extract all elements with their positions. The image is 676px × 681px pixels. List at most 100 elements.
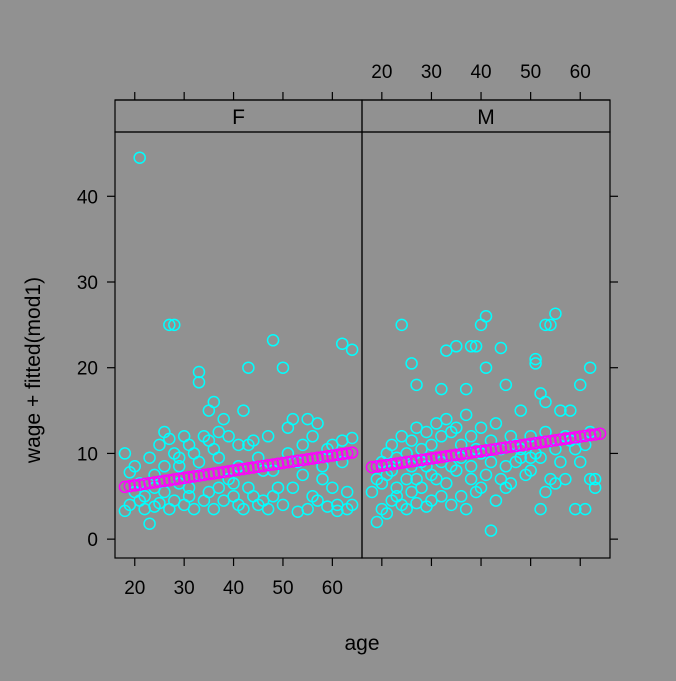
fitted-point [266, 458, 280, 471]
wage-point [311, 494, 324, 507]
wage-point [143, 451, 156, 464]
wage-point [202, 434, 216, 447]
fitted-point [163, 473, 176, 487]
wage-point [261, 430, 275, 443]
wage-point [182, 490, 196, 503]
wage-point [266, 334, 280, 347]
wage-point [128, 460, 142, 473]
wage-point [435, 382, 448, 396]
wage-point [390, 481, 403, 494]
wage-point [192, 455, 206, 469]
x-tick-label: 20 [124, 578, 145, 599]
fitted-point [529, 436, 542, 450]
fitted-point [400, 455, 413, 469]
wage-point [435, 490, 448, 503]
x-axis-label: age [344, 632, 379, 655]
wage-point [286, 481, 300, 494]
fitted-point [202, 467, 216, 481]
wage-point [281, 421, 295, 434]
wage-point [573, 378, 587, 392]
wage-point [479, 361, 493, 374]
wage-point [573, 455, 587, 469]
fitted-point [405, 455, 418, 468]
fitted-point [326, 449, 339, 462]
wage-point [499, 378, 513, 392]
wage-point [474, 421, 488, 434]
fitted-point [514, 439, 527, 452]
fitted-point [554, 433, 567, 446]
fitted-point [187, 470, 201, 483]
wage-point [474, 481, 488, 494]
wage-point [158, 460, 171, 473]
fitted-point [276, 456, 290, 470]
x-tick-label: 40 [223, 578, 244, 599]
strip-label: F [232, 106, 245, 129]
fitted-point [559, 432, 572, 446]
wage-point [464, 460, 478, 473]
fitted-point [573, 430, 587, 443]
fitted-point [499, 441, 513, 454]
fitted-point [252, 460, 265, 473]
fitted-point [445, 449, 458, 462]
wage-point [489, 494, 503, 507]
wage-point [588, 481, 602, 494]
wage-point [489, 417, 503, 430]
fitted-point [395, 456, 408, 470]
fitted-point [148, 476, 161, 489]
wage-point [400, 472, 413, 486]
wage-point [400, 502, 413, 516]
fitted-point [182, 470, 196, 484]
fitted-point [123, 479, 137, 493]
wage-point [172, 460, 186, 473]
wage-point [554, 404, 567, 417]
wage-point [261, 502, 275, 516]
wage-point [326, 481, 339, 494]
wage-point [583, 361, 597, 374]
wage-point [311, 417, 324, 430]
wage-point [539, 485, 552, 499]
wage-point [345, 343, 359, 356]
wage-point [405, 357, 418, 370]
fitted-point [370, 460, 384, 473]
wage-point [331, 504, 344, 518]
wage-point [123, 498, 137, 512]
wage-point [534, 502, 547, 516]
fitted-point [425, 452, 438, 465]
wage-point [335, 337, 349, 350]
fitted-point [133, 478, 146, 491]
fitted-point [281, 456, 295, 469]
wage-point [118, 447, 132, 460]
fitted-point [212, 466, 225, 479]
fitted-point [509, 439, 523, 453]
wage-point [410, 472, 423, 486]
fitted-point [261, 458, 275, 472]
wage-point [143, 517, 156, 530]
fitted-point [459, 447, 473, 460]
fitted-point [415, 453, 428, 467]
wage-point [554, 455, 567, 469]
fitted-point [479, 444, 493, 457]
fitted-point [435, 450, 448, 464]
fitted-point [588, 428, 602, 441]
wage-point [207, 502, 221, 516]
wage-point [217, 412, 230, 426]
fitted-point [291, 454, 305, 468]
wage-point [237, 502, 250, 516]
wage-point [484, 524, 498, 537]
fitted-point [430, 451, 443, 464]
fitted-point [227, 464, 240, 477]
wage-point [153, 438, 166, 452]
fitted-point [410, 454, 423, 467]
fitted-point [271, 457, 285, 471]
wage-point [380, 507, 394, 520]
fitted-point [494, 441, 508, 455]
wage-point [296, 438, 309, 452]
fitted-point [172, 472, 186, 485]
wage-point [529, 352, 542, 366]
panel-frame [361, 131, 611, 559]
wage-point [459, 408, 473, 422]
x-tick-label: 60 [322, 578, 343, 599]
